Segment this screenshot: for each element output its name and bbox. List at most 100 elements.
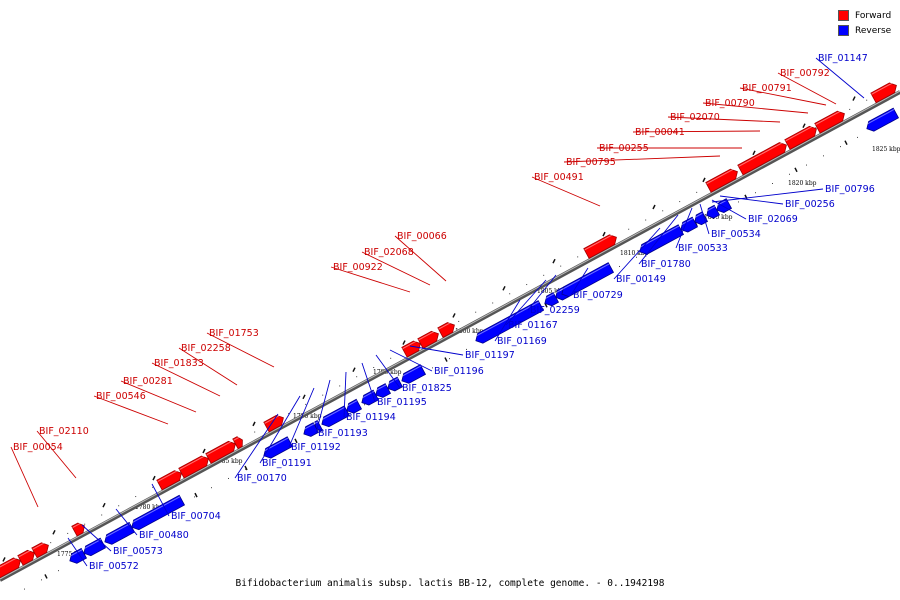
- forward-gene-BIF_00281: [71, 521, 85, 537]
- forward-gene-BIF_00791: [814, 109, 845, 134]
- forward-gene-BIF_00041: [705, 167, 738, 193]
- reverse-gene-BIF_01192: [313, 419, 324, 432]
- reverse-label-15: BIF_02259: [530, 305, 580, 316]
- reverse-label-18: BIF_01780: [641, 259, 691, 270]
- tick-dot: [840, 146, 841, 148]
- axis-tick-label: 1820 kbp: [788, 180, 817, 187]
- tick-dot: [466, 348, 467, 350]
- reverse-gene-BIF_01191-shine: [301, 423, 315, 431]
- reverse-gene-BIF_01193-body: [321, 405, 351, 428]
- reverse-label-15-leader: [527, 274, 557, 311]
- reverse-gene-BIF_00729-shine: [559, 263, 610, 292]
- tick-dot: [492, 302, 494, 304]
- reverse-gene-BIF_00572-shine: [67, 549, 83, 558]
- forward-label-13: BIF_00041: [635, 127, 685, 138]
- forward-gene-BIF_00255-body: [583, 234, 617, 259]
- reverse-label-10: BIF_01825: [402, 383, 452, 394]
- tick-dot: [67, 532, 69, 534]
- tick-dot: [305, 403, 307, 405]
- forward-gene-BIF_00491: [417, 329, 439, 349]
- major-tick-lower: [194, 492, 198, 498]
- reverse-label-19: BIF_00533: [678, 243, 728, 254]
- reverse-label-13: BIF_01169: [497, 336, 547, 347]
- reverse-label-10-leader: [375, 354, 401, 389]
- reverse-gene-BIF_02069-shine: [714, 199, 728, 207]
- forward-label-7-leader: [330, 266, 411, 293]
- reverse-label-20-leader: [699, 203, 710, 235]
- forward-gene-BIF_00790-shine: [785, 124, 815, 142]
- reverse-gene-BIF_01192-shine: [313, 421, 319, 425]
- reverse-label-17-leader: [613, 227, 661, 280]
- major-tick-lower: [44, 574, 48, 579]
- forward-gene-BIF_00922-body: [232, 436, 243, 450]
- forward-gene-BIF_00922-shine: [233, 436, 241, 441]
- major-tick-upper: [702, 177, 706, 183]
- forward-label-4: BIF_01833: [154, 358, 204, 369]
- reverse-gene-BIF_01193: [319, 405, 351, 428]
- reverse-label-1-leader: [81, 524, 112, 552]
- reverse-label-13-leader: [494, 299, 521, 342]
- reverse-gene-BIF_00480: [102, 521, 136, 545]
- reverse-label-9: BIF_01195: [377, 397, 427, 408]
- forward-gene-BIF_00792-shine: [871, 81, 895, 95]
- tick-dot: [823, 155, 824, 157]
- reverse-gene-BIF_01197: [399, 364, 427, 384]
- forward-gene-BIF_02070: [737, 141, 787, 176]
- forward-gene-BIF_00491-body: [417, 330, 439, 349]
- major-tick-lower: [544, 302, 548, 308]
- reverse-gene-BIF_01195: [359, 389, 380, 406]
- forward-label-8: BIF_02068: [364, 247, 414, 258]
- tick-dot: [636, 256, 637, 258]
- forward-gene-BIF_00054-body: [0, 557, 21, 579]
- tick-dot: [458, 320, 460, 322]
- tick-dot: [228, 477, 229, 479]
- tick-dot: [475, 311, 477, 313]
- major-tick-lower: [844, 140, 848, 146]
- tick-dot: [806, 164, 807, 166]
- forward-label-16: BIF_00791: [742, 83, 792, 94]
- forward-label-5: BIF_02258: [181, 343, 231, 354]
- reverse-label-3-leader: [151, 483, 170, 517]
- tick-dot: [24, 588, 25, 590]
- forward-gene-BIF_01833-body: [156, 470, 182, 491]
- reverse-label-0: BIF_00572: [89, 561, 139, 572]
- tick-dot: [245, 468, 246, 470]
- reverse-gene-BIF_00729: [559, 262, 615, 298]
- tick-dot: [84, 523, 86, 525]
- axis-tick-label: 1800 kbp: [455, 328, 484, 335]
- forward-gene-BIF_00795: [437, 321, 455, 339]
- reverse-gene-BIF_01169-shine: [473, 301, 540, 338]
- reverse-label-12: BIF_01197: [465, 350, 515, 361]
- forward-label-17-leader: [777, 72, 837, 105]
- tick-dot: [526, 284, 528, 286]
- major-tick-upper: [302, 394, 306, 400]
- legend: Forward Reverse: [838, 8, 891, 38]
- reverse-label-2: BIF_00480: [139, 530, 189, 541]
- reverse-swatch: [838, 25, 849, 36]
- axis-tick-label: 1815 kbp: [704, 214, 733, 221]
- forward-label-1-leader: [36, 430, 77, 479]
- reverse-gene-BIF_01193-shine: [319, 406, 346, 422]
- forward-label-17: BIF_00792: [780, 68, 830, 79]
- reverse-gene-BIF_01825-shine: [373, 384, 387, 392]
- forward-swatch: [838, 10, 849, 21]
- tick-dot: [628, 228, 630, 230]
- major-tick-upper: [202, 448, 206, 454]
- forward-gene-BIF_00041-shine: [706, 167, 736, 185]
- reverse-gene-BIF_01167: [542, 291, 560, 307]
- forward-label-2-leader: [93, 395, 169, 425]
- forward-label-8-leader: [361, 251, 431, 286]
- forward-gene-BIF_00491-shine: [418, 329, 437, 341]
- forward-gene-BIF_00795-shine: [438, 321, 453, 330]
- reverse-label-5-leader: [259, 395, 301, 464]
- forward-gene-BIF_00054-shine: [0, 556, 19, 571]
- forward-label-6: BIF_01753: [209, 328, 259, 339]
- reverse-gene-BIF_00704-shine: [129, 496, 181, 525]
- reverse-gene-BIF_01192-body: [314, 419, 324, 432]
- major-tick-upper: [452, 313, 456, 318]
- forward-gene-BIF_02110: [17, 548, 35, 566]
- reverse-label-9-leader: [361, 362, 376, 403]
- major-tick-upper: [152, 475, 156, 481]
- reverse-label-0-leader: [67, 537, 88, 567]
